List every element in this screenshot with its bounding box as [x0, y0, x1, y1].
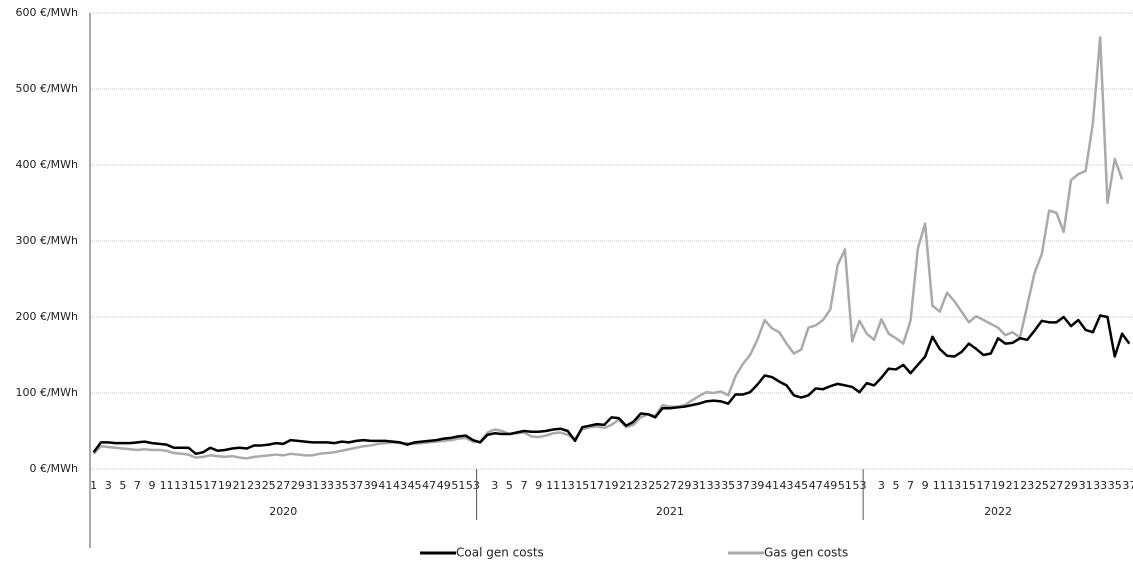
- x-tick-label: 25: [1035, 479, 1049, 492]
- x-tick-label: 19: [991, 479, 1005, 492]
- x-tick-label: 13: [561, 479, 575, 492]
- x-tick-label: 29: [677, 479, 691, 492]
- x-tick-label: 25: [262, 479, 276, 492]
- x-tick-label: 35: [335, 479, 349, 492]
- y-tick-label: 400 €/MWh: [15, 158, 78, 171]
- x-tick-label: 47: [422, 479, 436, 492]
- x-tick-label: 35: [721, 479, 735, 492]
- x-tick-label: 51: [838, 479, 852, 492]
- x-tick-label: 31: [305, 479, 319, 492]
- series-line: [92, 36, 1124, 460]
- x-tick-label: 23: [247, 479, 261, 492]
- y-tick-label: 0 €/MWh: [29, 462, 78, 475]
- y-tick-label: 600 €/MWh: [15, 6, 78, 19]
- x-tick-label: 25: [648, 479, 662, 492]
- x-tick-label: 41: [765, 479, 779, 492]
- y-tick-label: 100 €/MWh: [15, 386, 78, 399]
- x-tick-label: 49: [437, 479, 451, 492]
- x-tick-label: 37: [1122, 479, 1133, 492]
- x-tick-label: 29: [1064, 479, 1078, 492]
- x-tick-label: 39: [750, 479, 764, 492]
- x-tick-label: 43: [780, 479, 794, 492]
- x-tick-label: 9: [535, 479, 542, 492]
- x-tick-label: 43: [393, 479, 407, 492]
- y-tick-label: 300 €/MWh: [15, 234, 78, 247]
- x-tick-label: 7: [520, 479, 527, 492]
- x-tick-label: 21: [619, 479, 633, 492]
- x-tick-label: 7: [134, 479, 141, 492]
- x-tick-label: 31: [692, 479, 706, 492]
- x-tick-label: 21: [233, 479, 247, 492]
- x-tick-label: 17: [203, 479, 217, 492]
- x-tick-label: 53: [852, 479, 866, 492]
- x-tick-label: 39: [364, 479, 378, 492]
- x-tick-label: 1: [90, 479, 97, 492]
- year-label: 2021: [656, 505, 684, 518]
- x-tick-label: 47: [809, 479, 823, 492]
- x-tick-label: 33: [1093, 479, 1107, 492]
- x-tick-label: 49: [823, 479, 837, 492]
- x-tick-label: 13: [947, 479, 961, 492]
- x-tick-label: 37: [736, 479, 750, 492]
- year-label: 2022: [984, 505, 1012, 518]
- x-tick-label: 19: [218, 479, 232, 492]
- x-tick-label: 37: [349, 479, 363, 492]
- x-tick-label: 51: [451, 479, 465, 492]
- x-tick-label: 31: [1079, 479, 1093, 492]
- x-tick-label: 23: [1020, 479, 1034, 492]
- x-tick-label: 33: [707, 479, 721, 492]
- x-tick-label: 17: [976, 479, 990, 492]
- x-tick-label: 27: [276, 479, 290, 492]
- x-tick-label: 5: [892, 479, 899, 492]
- x-tick-label: 15: [962, 479, 976, 492]
- x-tick-label: 23: [634, 479, 648, 492]
- x-tick-label: 27: [663, 479, 677, 492]
- x-tick-label: 13: [174, 479, 188, 492]
- x-tick-label: 45: [794, 479, 808, 492]
- x-tick-label: 35: [1108, 479, 1122, 492]
- x-tick-label: 41: [378, 479, 392, 492]
- x-tick-label: 19: [605, 479, 619, 492]
- x-tick-label: 45: [408, 479, 422, 492]
- x-tick-label: 3: [105, 479, 112, 492]
- x-tick-label: 7: [907, 479, 914, 492]
- x-tick-label: 27: [1049, 479, 1063, 492]
- x-tick-label: 5: [119, 479, 126, 492]
- x-tick-label: 11: [546, 479, 560, 492]
- legend-label: Coal gen costs: [456, 546, 544, 560]
- x-tick-label: 3: [878, 479, 885, 492]
- x-tick-label: 5: [506, 479, 513, 492]
- year-label: 2020: [269, 505, 297, 518]
- y-tick-label: 500 €/MWh: [15, 82, 78, 95]
- legend-label: Gas gen costs: [764, 546, 848, 560]
- x-tick-label: 11: [160, 479, 174, 492]
- series-line: [92, 314, 1131, 456]
- y-tick-label: 200 €/MWh: [15, 310, 78, 323]
- x-tick-label: 15: [575, 479, 589, 492]
- x-tick-label: 33: [320, 479, 334, 492]
- x-tick-label: 9: [922, 479, 929, 492]
- x-tick-label: 9: [148, 479, 155, 492]
- x-tick-label: 29: [291, 479, 305, 492]
- x-tick-label: 53: [466, 479, 480, 492]
- x-tick-label: 15: [189, 479, 203, 492]
- x-tick-label: 3: [491, 479, 498, 492]
- x-tick-label: 21: [1006, 479, 1020, 492]
- x-tick-label: 11: [933, 479, 947, 492]
- x-tick-label: 17: [590, 479, 604, 492]
